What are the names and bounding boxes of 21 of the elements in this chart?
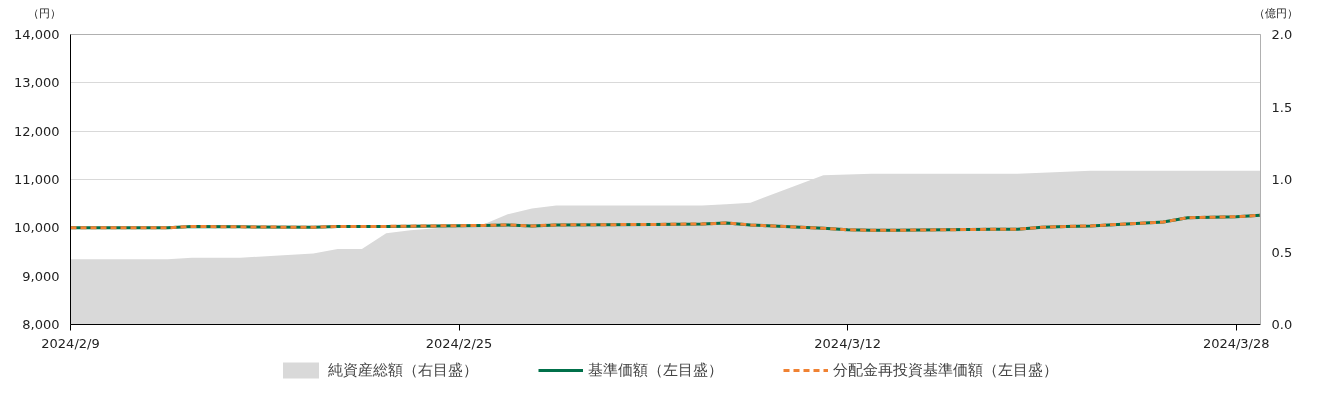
y-tick-label: 12,000 [14, 123, 60, 139]
x-tick-label: 2024/3/12 [814, 335, 881, 351]
y2-axis-title: （億円） [1254, 6, 1298, 22]
legend-label: 純資産総額（右目盛） [327, 360, 478, 380]
y-tick-label: 8,000 [22, 317, 60, 332]
y2-tick-label: 2.0 [1271, 27, 1293, 42]
y2-tick-label: 0.5 [1271, 244, 1293, 260]
y2-tick-label: 1.5 [1271, 99, 1293, 115]
y2-tick-label: 1.0 [1271, 172, 1293, 187]
x-tick-label: 2024/2/25 [425, 335, 493, 351]
y2-tick-label: 0.0 [1271, 317, 1293, 332]
legend-label: 分配金再投資基準価額（左目盛） [832, 360, 1058, 380]
y-tick-label: 9,000 [22, 268, 60, 284]
x-tick-label: 2024/3/28 [1202, 335, 1270, 351]
y-tick-label: 13,000 [14, 75, 60, 91]
y-tick-label: 10,000 [14, 220, 60, 236]
y-axis-title: （円） [28, 6, 61, 22]
y-tick-label: 11,000 [14, 172, 60, 187]
x-tick-label: 2024/2/9 [41, 335, 100, 351]
y-tick-label: 14,000 [14, 27, 60, 42]
legend-label: 基準価額（左目盛） [587, 360, 723, 380]
